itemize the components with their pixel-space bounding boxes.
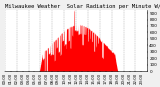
Text: Milwaukee Weather  Solar Radiation per Minute W/m² (Last 24 Hours): Milwaukee Weather Solar Radiation per Mi…	[5, 3, 160, 9]
